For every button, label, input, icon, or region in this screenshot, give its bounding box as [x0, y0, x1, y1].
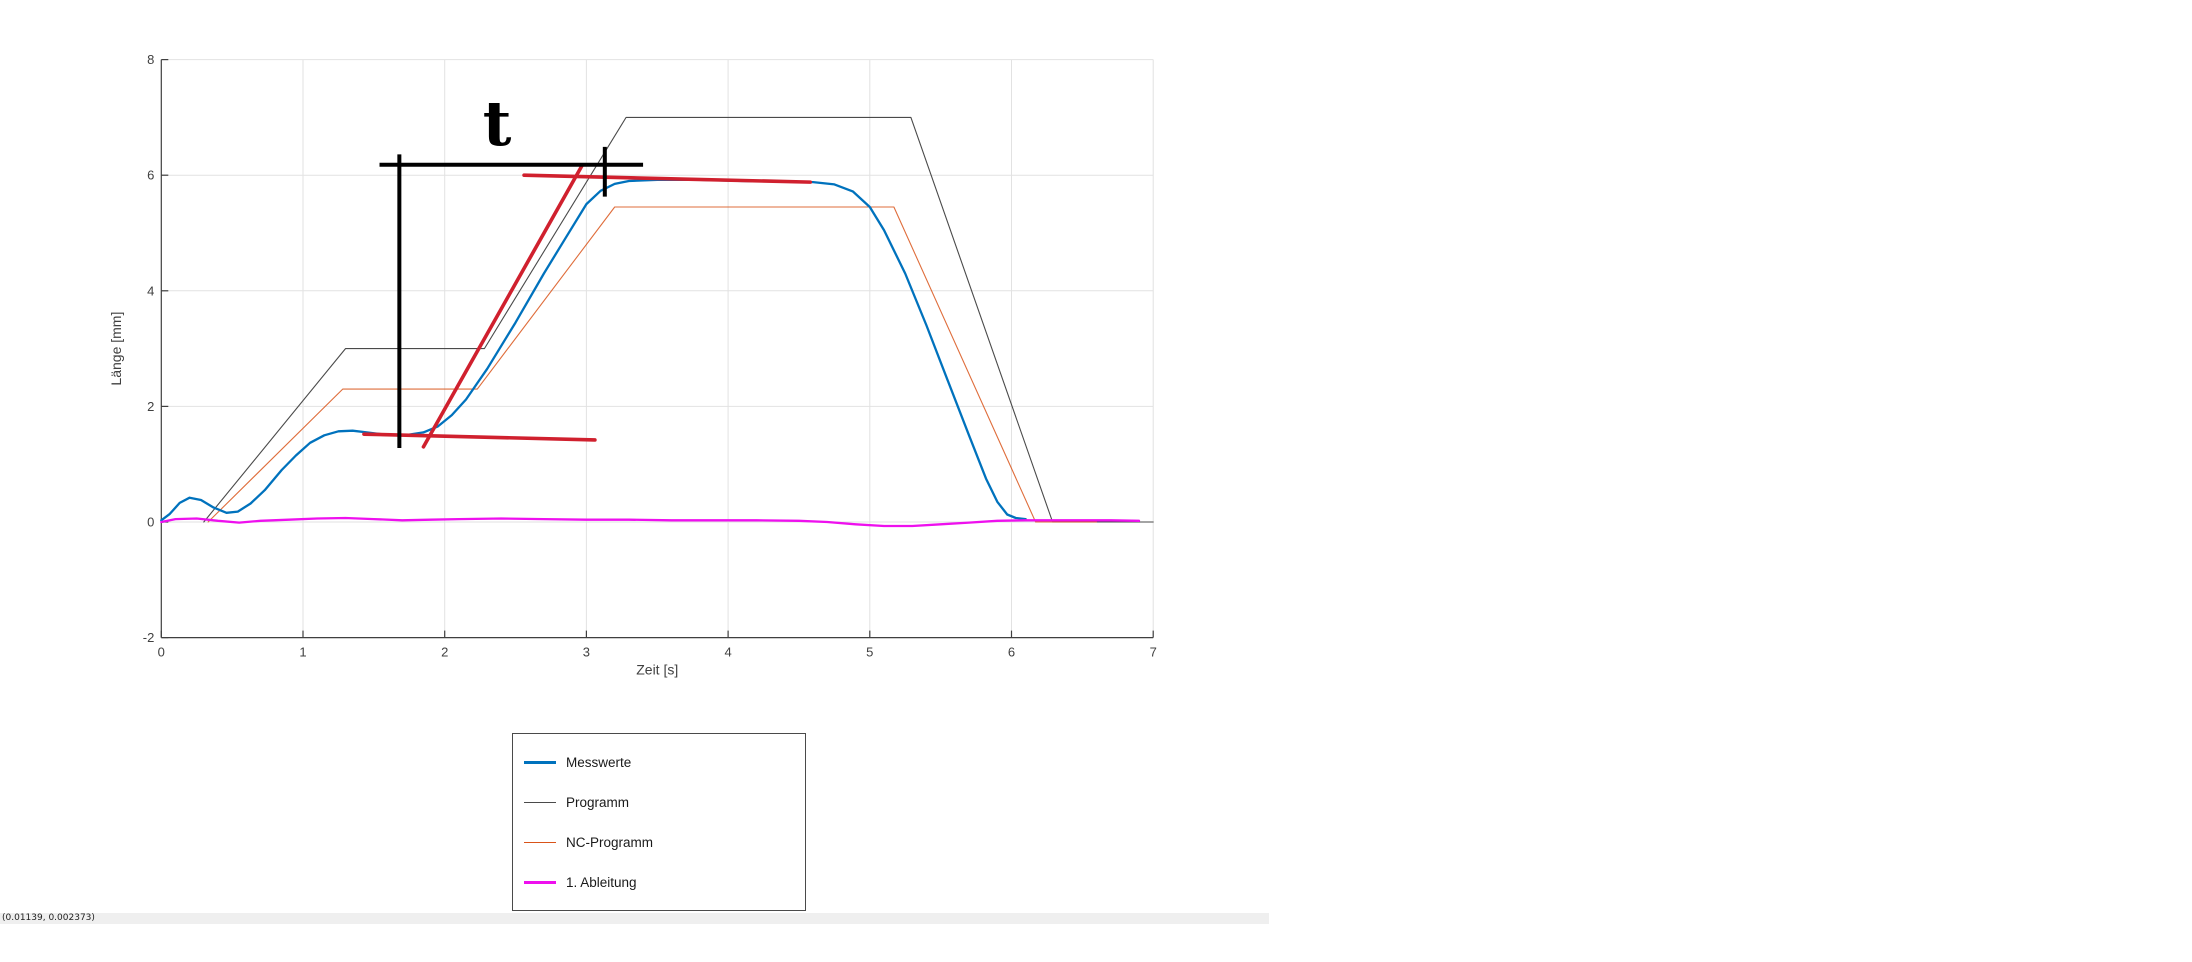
series-1-ableitung [160, 516, 1141, 528]
legend-line-sample [524, 760, 556, 764]
x-tick-label: 2 [441, 645, 448, 660]
legend-line-sample [524, 801, 556, 803]
legend-label: NC-Programm [566, 834, 654, 850]
legend-line-sample [524, 880, 556, 884]
y-tick-label: 6 [147, 168, 154, 183]
red-annotation-line [362, 432, 597, 442]
series-messwerte [160, 178, 1027, 522]
x-tick-label: 1 [299, 645, 306, 660]
t-annotation-label: t [483, 87, 512, 160]
y-tick-label: -2 [143, 630, 155, 645]
y-tick-label: 4 [147, 283, 154, 298]
chart-legend: Messwerte Programm NC-Programm 1. Ableitung [512, 733, 806, 911]
legend-item-nc-programm: NC-Programm [513, 835, 805, 850]
cursor-coordinates: (0.01139, 0.002373) [2, 913, 95, 923]
legend-item-1-ableitung: 1. Ableitung [513, 875, 805, 890]
red-annotation-line [522, 173, 813, 184]
legend-label: Programm [566, 794, 630, 810]
x-tick-label: 4 [724, 645, 731, 660]
x-tick-label: 6 [1008, 645, 1015, 660]
y-axis-label: Länge [mm] [108, 312, 124, 386]
legend-line-sample [524, 841, 556, 843]
y-tick-label: 2 [147, 399, 154, 414]
red-annotation-line [421, 163, 584, 449]
series-nc-programm [207, 206, 1098, 523]
x-tick-label: 7 [1150, 645, 1157, 660]
x-tick-label: 5 [866, 645, 873, 660]
status-bar: (0.01139, 0.002373) [0, 913, 1269, 924]
x-axis-label: Zeit [s] [636, 662, 678, 678]
y-tick-label: 8 [147, 52, 154, 67]
x-tick-label: 0 [158, 645, 165, 660]
legend-item-programm: Programm [513, 795, 805, 810]
y-tick-label: 0 [147, 515, 154, 530]
legend-item-messwerte: Messwerte [513, 755, 805, 770]
legend-label: 1. Ableitung [566, 874, 637, 890]
legend-label: Messwerte [566, 754, 632, 770]
x-tick-label: 3 [583, 645, 590, 660]
